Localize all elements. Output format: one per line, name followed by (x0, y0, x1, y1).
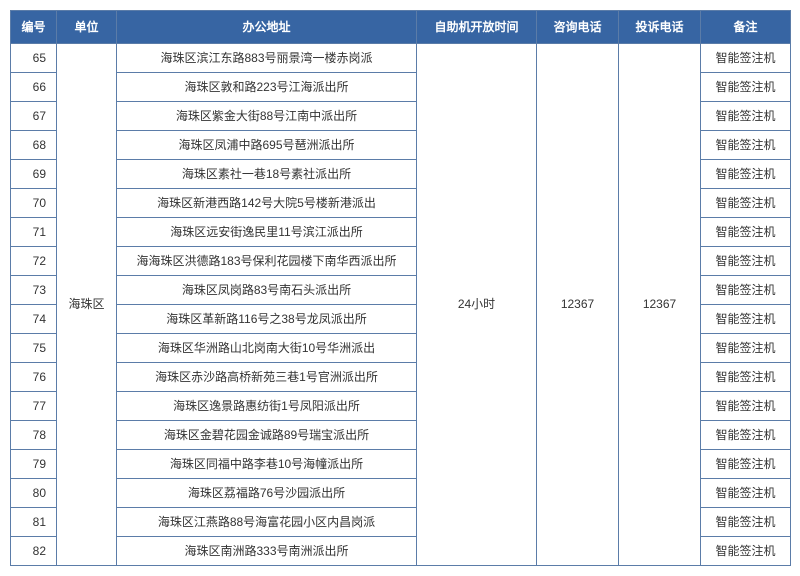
cell-id: 66 (11, 73, 57, 102)
cell-address: 海珠区远安街逸民里11号滨江派出所 (117, 218, 417, 247)
cell-note: 智能签注机 (701, 421, 791, 450)
col-header-address: 办公地址 (117, 11, 417, 44)
col-header-id: 编号 (11, 11, 57, 44)
cell-id: 71 (11, 218, 57, 247)
cell-address: 海珠区金碧花园金诚路89号瑞宝派出所 (117, 421, 417, 450)
cell-id: 68 (11, 131, 57, 160)
cell-address: 海珠区滨江东路883号丽景湾一楼赤岗派 (117, 44, 417, 73)
col-header-hours: 自助机开放时间 (417, 11, 537, 44)
cell-id: 75 (11, 334, 57, 363)
col-header-tel-complain: 投诉电话 (619, 11, 701, 44)
cell-tel-complain: 12367 (619, 44, 701, 566)
cell-note: 智能签注机 (701, 305, 791, 334)
cell-id: 82 (11, 537, 57, 566)
cell-address: 海珠区江燕路88号海富花园小区内昌岗派 (117, 508, 417, 537)
table-body: 65海珠区海珠区滨江东路883号丽景湾一楼赤岗派24小时1236712367智能… (11, 44, 791, 566)
cell-address: 海珠区逸景路惠纺街1号凤阳派出所 (117, 392, 417, 421)
cell-address: 海珠区革新路116号之38号龙凤派出所 (117, 305, 417, 334)
cell-address: 海珠区新港西路142号大院5号楼新港派出 (117, 189, 417, 218)
col-header-tel-consult: 咨询电话 (537, 11, 619, 44)
cell-id: 73 (11, 276, 57, 305)
cell-address: 海珠区赤沙路高桥新苑三巷1号官洲派出所 (117, 363, 417, 392)
table-row: 65海珠区海珠区滨江东路883号丽景湾一楼赤岗派24小时1236712367智能… (11, 44, 791, 73)
cell-id: 80 (11, 479, 57, 508)
cell-address: 海珠区素社一巷18号素社派出所 (117, 160, 417, 189)
cell-note: 智能签注机 (701, 131, 791, 160)
cell-id: 77 (11, 392, 57, 421)
cell-id: 69 (11, 160, 57, 189)
cell-id: 72 (11, 247, 57, 276)
cell-address: 海珠区凤岗路83号南石头派出所 (117, 276, 417, 305)
cell-note: 智能签注机 (701, 44, 791, 73)
cell-hours: 24小时 (417, 44, 537, 566)
cell-id: 76 (11, 363, 57, 392)
cell-address: 海珠区凤浦中路695号琶洲派出所 (117, 131, 417, 160)
cell-note: 智能签注机 (701, 537, 791, 566)
cell-address: 海珠区荔福路76号沙园派出所 (117, 479, 417, 508)
service-locations-table: 编号 单位 办公地址 自助机开放时间 咨询电话 投诉电话 备注 65海珠区海珠区… (10, 10, 791, 566)
cell-unit: 海珠区 (57, 44, 117, 566)
cell-address: 海珠区敦和路223号江海派出所 (117, 73, 417, 102)
cell-note: 智能签注机 (701, 276, 791, 305)
cell-id: 65 (11, 44, 57, 73)
cell-note: 智能签注机 (701, 479, 791, 508)
cell-id: 81 (11, 508, 57, 537)
cell-address: 海珠区同福中路李巷10号海幢派出所 (117, 450, 417, 479)
cell-note: 智能签注机 (701, 508, 791, 537)
cell-note: 智能签注机 (701, 247, 791, 276)
table-header-row: 编号 单位 办公地址 自助机开放时间 咨询电话 投诉电话 备注 (11, 11, 791, 44)
cell-id: 79 (11, 450, 57, 479)
cell-address: 海珠区南洲路333号南洲派出所 (117, 537, 417, 566)
cell-address: 海珠区华洲路山北岗南大街10号华洲派出 (117, 334, 417, 363)
cell-note: 智能签注机 (701, 218, 791, 247)
cell-note: 智能签注机 (701, 450, 791, 479)
cell-id: 74 (11, 305, 57, 334)
cell-id: 70 (11, 189, 57, 218)
cell-note: 智能签注机 (701, 102, 791, 131)
cell-address: 海海珠区洪德路183号保利花园楼下南华西派出所 (117, 247, 417, 276)
cell-tel-consult: 12367 (537, 44, 619, 566)
cell-id: 67 (11, 102, 57, 131)
cell-note: 智能签注机 (701, 189, 791, 218)
cell-note: 智能签注机 (701, 334, 791, 363)
cell-id: 78 (11, 421, 57, 450)
col-header-unit: 单位 (57, 11, 117, 44)
cell-note: 智能签注机 (701, 160, 791, 189)
cell-note: 智能签注机 (701, 363, 791, 392)
cell-note: 智能签注机 (701, 392, 791, 421)
cell-address: 海珠区紫金大街88号江南中派出所 (117, 102, 417, 131)
col-header-note: 备注 (701, 11, 791, 44)
cell-note: 智能签注机 (701, 73, 791, 102)
